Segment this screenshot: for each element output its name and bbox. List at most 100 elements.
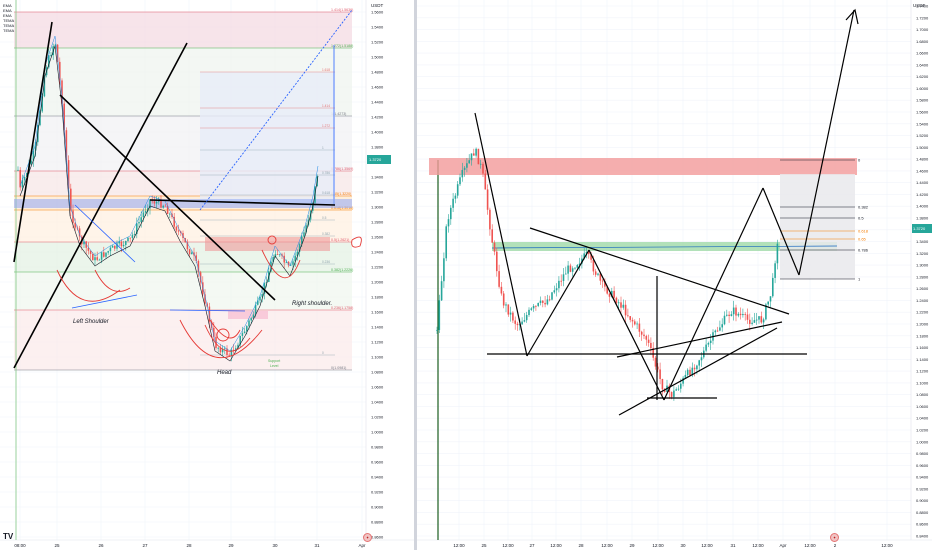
candle-body	[303, 232, 305, 237]
legend-item[interactable]: EMA	[3, 3, 12, 8]
inner-fib-label: 1	[322, 146, 324, 150]
candle-body	[221, 348, 224, 353]
x-tick-label: 12:00	[550, 543, 562, 548]
legend-item[interactable]: TEMA	[3, 23, 15, 28]
candle-body	[184, 238, 186, 243]
candle-body	[583, 253, 586, 259]
candle-body	[732, 307, 735, 315]
candle-body	[748, 319, 751, 324]
right-currency-label: USDT	[913, 3, 926, 8]
candle-body	[230, 349, 233, 356]
x-tick-label: 12:00	[881, 543, 893, 548]
candle-body	[228, 354, 230, 356]
inner-fib-label: 1.272	[322, 124, 330, 128]
flag-icon[interactable]: ✦	[363, 533, 372, 542]
candle-body	[689, 369, 691, 376]
x-tick-label: 25	[54, 543, 60, 548]
demand-zone	[492, 242, 837, 251]
fib-level-label: 0.382(1.2226)	[331, 268, 353, 272]
candle-body	[290, 264, 292, 266]
legend-item[interactable]: TEMA	[3, 28, 15, 33]
candle-body	[54, 44, 57, 47]
candle-body	[774, 263, 776, 278]
candle-body	[760, 316, 763, 323]
candle-body	[659, 369, 661, 380]
candle-body	[265, 281, 268, 283]
fib-box	[780, 174, 855, 279]
candle-body	[213, 327, 215, 337]
moving-average-line	[19, 35, 319, 352]
candle-body	[716, 330, 719, 332]
x-tick-label: 29	[228, 543, 234, 548]
candle-body	[719, 327, 721, 331]
candle-body	[640, 331, 643, 335]
candle-body	[259, 296, 261, 301]
y-tick-label: 1.7400	[916, 4, 929, 9]
candle-body	[753, 320, 756, 323]
fib-level-label: 1.414(1.5636)	[331, 8, 353, 12]
y-tick-label: 1.4000	[371, 130, 384, 135]
x-tick-label: Apr	[358, 543, 366, 548]
fib-level-label: 0.236(1.1758)	[331, 306, 353, 310]
pattern-line	[762, 187, 800, 276]
candle-body	[133, 234, 136, 235]
y-tick-label: 1.0800	[916, 392, 929, 397]
y-tick-label: 1.3000	[916, 263, 929, 268]
x-tick-label: 08:00	[14, 543, 26, 548]
left-chart-canvas[interactable]: 1.5600 1.5400 1.5200 1.5000 1.4800 1.4600 1.44…	[0, 0, 414, 550]
tradingview-logo[interactable]: TV	[3, 532, 14, 541]
candle-body	[140, 217, 142, 222]
candle-body	[219, 347, 222, 353]
hand-drawn-curve	[351, 236, 362, 248]
right-chart-canvas[interactable]: 1.7400 1.7200 1.7000 1.6800 1.6600 1.6400 1.62…	[417, 0, 932, 550]
right-shoulder-label: Right shoulder.	[292, 301, 332, 307]
candle-body	[274, 254, 277, 258]
candle-body	[558, 280, 560, 289]
candle-body	[541, 300, 544, 303]
flag-icon[interactable]: ✦	[830, 533, 839, 542]
candle-body	[491, 229, 494, 243]
candle-body	[493, 242, 496, 252]
inner-fib-label: 0.786	[322, 171, 330, 175]
candle-body	[254, 304, 257, 315]
y-tick-label: 1.2600	[916, 286, 929, 291]
candle-body	[204, 294, 206, 304]
x-tick-label: 12:00	[701, 543, 713, 548]
legend-item[interactable]: TEMA	[3, 18, 15, 23]
legend-item[interactable]: EMA	[3, 8, 12, 13]
candle-body	[272, 257, 274, 262]
candle-body	[546, 299, 549, 305]
pane-divider[interactable]	[414, 0, 417, 550]
candle-body	[461, 169, 464, 178]
y-tick-label: 0.8800	[916, 510, 929, 515]
candle-body	[142, 212, 145, 218]
left-currency-label: USDT	[371, 3, 384, 8]
candle-body	[725, 314, 728, 316]
candle-body	[567, 265, 569, 274]
right-chart-pane[interactable]: 1.7400 1.7200 1.7000 1.6800 1.6600 1.6400 1.62…	[417, 0, 932, 550]
candle-body	[650, 342, 652, 349]
candle-body	[164, 205, 167, 207]
candle-body	[516, 323, 519, 326]
y-tick-label: 1.4400	[371, 100, 384, 105]
fib-level-label: 0.618	[858, 229, 869, 234]
candle-body	[525, 315, 528, 321]
y-tick-label: 1.5200	[371, 40, 384, 45]
candle-body	[98, 259, 101, 261]
candle-body	[587, 252, 590, 255]
candle-body	[571, 268, 574, 272]
left-indicator-legend: EMA EMA EMA TEMA TEMA TEMA	[3, 3, 14, 33]
y-tick-label: 1.4800	[371, 70, 384, 75]
x-tick-label: 31	[314, 543, 320, 548]
left-chart-pane[interactable]: 1.5600 1.5400 1.5200 1.5000 1.4800 1.4600 1.44…	[0, 0, 414, 550]
supply-zone	[205, 237, 330, 251]
pattern-line	[618, 327, 778, 416]
candle-body	[125, 240, 127, 245]
candle-body	[482, 163, 484, 174]
candle-body	[507, 304, 510, 315]
candle-body	[523, 320, 526, 322]
legend-item[interactable]: EMA	[3, 13, 12, 18]
candle-body	[535, 305, 537, 307]
candle-body	[96, 257, 98, 260]
candle-body	[30, 160, 32, 164]
